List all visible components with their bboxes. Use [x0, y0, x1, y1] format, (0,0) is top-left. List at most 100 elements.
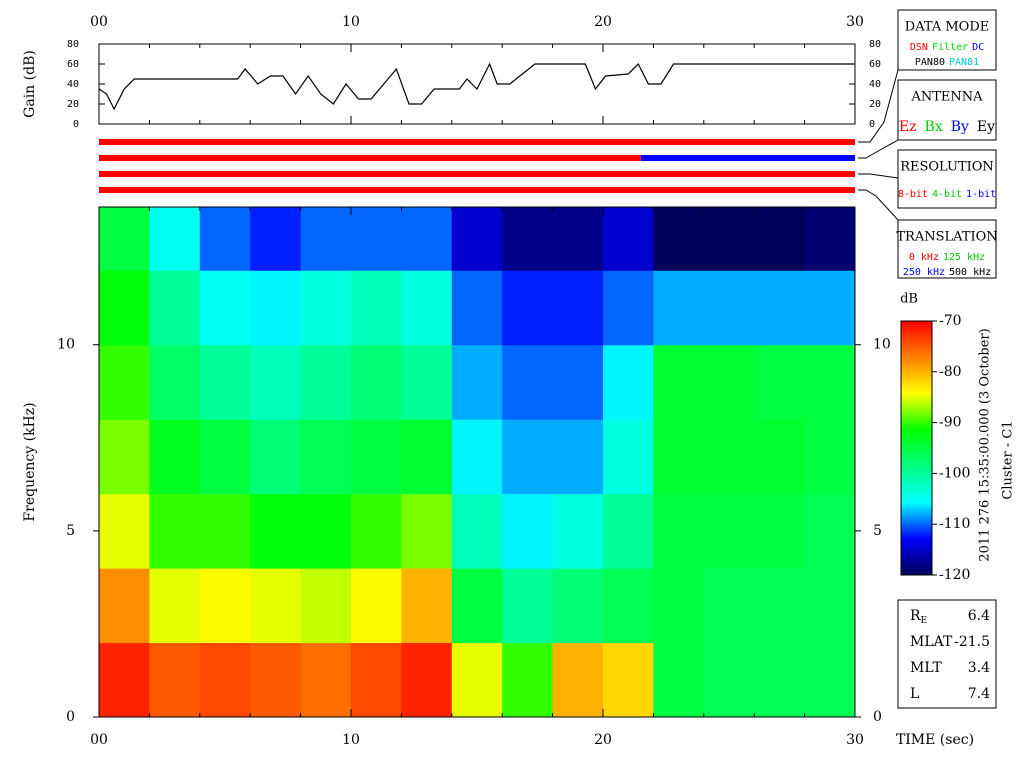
spectrogram-cell: [351, 493, 402, 569]
spectrogram-cell: [653, 493, 705, 569]
spectrogram-cell: [703, 419, 755, 495]
info-value: 6.4: [968, 608, 990, 624]
spectrogram-cell: [199, 419, 251, 495]
spectrogram-cell: [250, 493, 302, 569]
spectrogram-cell: [99, 419, 150, 495]
info-value: 7.4: [968, 686, 990, 702]
x-tick-label: 30: [846, 14, 864, 30]
legend-item: DSN: [910, 42, 928, 53]
spectrogram-cell: [603, 419, 654, 495]
legend-item: 500 kHz: [949, 267, 991, 278]
gain-line: [98, 62, 855, 111]
y-axis-title: Gain (dB): [22, 50, 38, 118]
y-tick-label: 80: [67, 39, 79, 50]
legend-box-title: ANTENNA: [910, 90, 983, 105]
timestamp: 2011 276 15:35:00.000 (3 October): [978, 328, 993, 561]
status-bar: [99, 187, 855, 193]
legend-item: Bx: [925, 119, 943, 135]
spectrogram-cell: [804, 344, 856, 420]
spectrogram-cell: [552, 493, 604, 569]
legend-item: DC: [972, 42, 984, 53]
spectrogram-cell: [552, 568, 604, 644]
legend-item: Ez: [899, 119, 917, 135]
legend-box: [897, 9, 997, 71]
y-tick-label: 20: [67, 99, 79, 110]
spectrogram-cell: [401, 642, 453, 718]
spectrogram-cell: [199, 344, 251, 420]
spectrogram-cell: [703, 207, 755, 271]
legend-box-title: TRANSLATION: [896, 230, 997, 245]
legend-item: 4-bit: [932, 189, 962, 200]
y-tick-label: 0: [73, 119, 79, 130]
spectrogram-cell: [351, 207, 402, 271]
y-axis-title: Frequency (kHz): [22, 402, 38, 521]
spectrogram-cell: [502, 270, 554, 346]
y-tick-label: 0: [873, 709, 882, 725]
spectrogram-cell: [250, 270, 302, 346]
spectrogram-cell: [754, 642, 806, 718]
colorbar-tick-label: -100: [939, 465, 970, 481]
info-label-text: L: [910, 686, 919, 702]
legend-box-title: RESOLUTION: [900, 160, 994, 175]
spectrogram-cell: [199, 270, 251, 346]
spectrogram-cell: [300, 207, 352, 271]
x-tick-label: 20: [594, 732, 612, 748]
x-tick-label: 30: [846, 732, 864, 748]
spectrogram-cell: [149, 344, 201, 420]
spectrogram-cell: [300, 270, 352, 346]
spectrogram-cell: [99, 568, 150, 644]
spectrogram-cell: [250, 344, 302, 420]
colorbar-tick-label: -70: [939, 313, 962, 329]
spectrogram-cell: [703, 568, 755, 644]
spectrogram-cell: [754, 207, 806, 271]
spectrogram-cell: [199, 207, 251, 271]
status-bar: [99, 171, 855, 177]
colorbar-tick-label: -120: [939, 567, 970, 583]
spectrogram-cell: [552, 344, 604, 420]
spectrogram-cell: [250, 419, 302, 495]
spectrogram-cell: [804, 419, 856, 495]
colorbar-tick-label: -90: [939, 415, 962, 431]
x-tick-label: 00: [90, 732, 108, 748]
spectrogram-cell: [99, 344, 150, 420]
spectrogram-cell: [804, 493, 856, 569]
spectrogram-cell: [653, 344, 705, 420]
connector: [858, 173, 899, 179]
spectrogram-cell: [401, 344, 453, 420]
connectors: [858, 69, 899, 221]
status-bar: [99, 139, 855, 145]
spectrogram-cell: [502, 419, 554, 495]
spectrogram-cell: [502, 207, 554, 271]
spectrogram-cell: [552, 642, 604, 718]
x-tick-label: 00: [90, 14, 108, 30]
y-tick-label: 60: [869, 59, 881, 70]
legend-item: 8-bit: [898, 189, 928, 200]
legend-item: By: [951, 119, 969, 135]
spectrogram-cell: [552, 207, 604, 271]
spectrogram-cell: [502, 568, 554, 644]
legend-box-title: DATA MODE: [905, 20, 989, 35]
spectrogram-cell: [99, 270, 150, 346]
spectrogram-cell: [502, 642, 554, 718]
legend-item: Filter: [932, 42, 968, 53]
spacecraft: Cluster - C1: [1001, 420, 1016, 499]
legend-item: 1-bit: [966, 189, 996, 200]
info-label-sub: E: [921, 616, 928, 626]
info-box: [897, 599, 997, 709]
colorbar-tick-label: -110: [939, 516, 970, 532]
connector: [858, 189, 899, 221]
y-tick-label: 60: [67, 59, 79, 70]
x-tick-label: 10: [342, 14, 360, 30]
legend-row: Ez Bx By Ey: [899, 119, 995, 135]
info-label: RE: [910, 608, 927, 626]
spectrogram-cell: [451, 270, 503, 346]
legend-box: [897, 219, 997, 279]
spectrogram-cell: [653, 419, 705, 495]
spectrogram-cell: [401, 568, 453, 644]
spectrogram-cell: [149, 568, 201, 644]
spectrogram-cell: [603, 493, 654, 569]
spectrogram-cell: [401, 207, 453, 271]
spectrogram-cell: [703, 344, 755, 420]
spectrogram-cell: [351, 419, 402, 495]
